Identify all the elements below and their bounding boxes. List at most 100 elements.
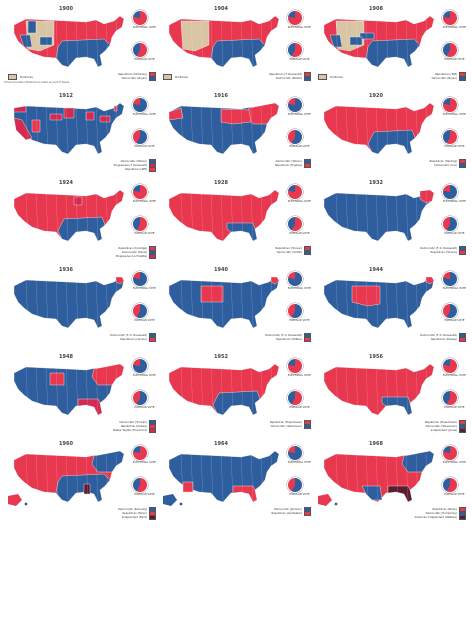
popular-vote-pie <box>287 129 303 145</box>
state-border <box>115 366 119 414</box>
state-border <box>375 366 379 414</box>
state-border <box>335 18 339 66</box>
election-map-1928: 1928 ELECTORAL VOTE POPULAR VOTE Republican… <box>159 178 313 264</box>
popular-vote-label: POPULAR VOTE <box>134 145 155 148</box>
electoral-vote-label: ELECTORAL VOTE <box>443 461 466 464</box>
electoral-vote-label: ELECTORAL VOTE <box>443 26 466 29</box>
territory-swatch <box>8 74 17 80</box>
legend: Democratic (F. D. Roosevelt) Republican (… <box>384 332 466 342</box>
electoral-vote-pie <box>132 358 148 374</box>
state-border <box>105 18 109 66</box>
legend-label: Democratic (F. D. Roosevelt) <box>420 333 457 337</box>
state-border <box>65 192 69 240</box>
electoral-vote-pie <box>132 271 148 287</box>
legend-entry: Republican (Willkie) <box>229 336 311 342</box>
popular-vote-label: POPULAR VOTE <box>134 319 155 322</box>
state-border <box>65 366 69 414</box>
legend-label: Democratic (Cox) <box>434 163 457 167</box>
state-border <box>35 18 39 66</box>
state-border <box>395 192 399 240</box>
popular-vote-pie <box>442 303 458 319</box>
third-party-region-california <box>13 117 33 141</box>
legend-label: Republican (Hoover) <box>275 246 303 250</box>
state-border <box>210 105 214 153</box>
democratic-region-deepsouth2 <box>226 222 258 242</box>
popular-vote-label: POPULAR VOTE <box>444 319 465 322</box>
state-border <box>375 105 379 153</box>
electoral-vote-label: ELECTORAL VOTE <box>133 461 156 464</box>
state-border <box>210 192 214 240</box>
state-border <box>335 192 339 240</box>
legend-entry: States' Rights (Thurmond) <box>74 427 156 433</box>
republican-region-deepsouth3 <box>232 485 258 503</box>
state-border <box>200 366 204 414</box>
legend-swatch <box>459 249 466 255</box>
state-border <box>385 453 389 501</box>
popular-vote-pie <box>132 42 148 58</box>
republican-region-plains2 <box>351 285 381 307</box>
base-states <box>323 189 435 242</box>
popular-vote-label: POPULAR VOTE <box>444 232 465 235</box>
legend-swatch <box>149 75 156 81</box>
state-border <box>25 192 29 240</box>
legend-entry: Democratic (Cox) <box>384 162 466 168</box>
election-map-1904: 1904 ELECTORAL VOTE POPULAR VOTE Republican… <box>159 4 313 90</box>
state-border <box>250 192 254 240</box>
electoral-vote-pie <box>132 445 148 461</box>
state-border <box>45 279 49 327</box>
state-border <box>230 18 234 66</box>
legend-label: Republican (T. Roosevelt) <box>269 72 302 76</box>
state-border <box>425 453 429 501</box>
legend-label: Democratic (Smith) <box>276 250 302 254</box>
state-border <box>405 192 409 240</box>
electoral-vote-pie <box>442 97 458 113</box>
state-border <box>95 453 99 501</box>
election-year: 1916 <box>214 93 228 99</box>
popular-vote-pie <box>442 477 458 493</box>
state-border <box>230 279 234 327</box>
legend-label: Republican (Dewey) <box>430 337 457 341</box>
legend: Democratic (F. D. Roosevelt) Republican (… <box>384 245 466 255</box>
democratic-region-nevada <box>19 34 33 48</box>
state-border <box>345 453 349 501</box>
legend-entry: Republican (Dewey) <box>384 336 466 342</box>
us-state-map <box>323 276 435 329</box>
legend-label: Republican (Hoover) <box>430 250 458 254</box>
state-border <box>415 279 419 327</box>
legend-entry: Independent (Jones) <box>384 427 466 433</box>
state-border <box>240 366 244 414</box>
state-border <box>425 105 429 153</box>
state-border <box>365 18 369 66</box>
electoral-vote-pie <box>287 10 303 26</box>
third-party-region-pennsylvania <box>99 115 111 123</box>
popular-vote-pie <box>132 303 148 319</box>
state-border <box>45 453 49 501</box>
republican-region-maine <box>425 276 435 285</box>
legend: Democratic (Kennedy) Republican (Nixon) In… <box>74 506 156 520</box>
legend-label: Democratic (Wilson) <box>120 159 147 163</box>
election-year: 1968 <box>369 441 383 447</box>
state-border <box>345 366 349 414</box>
popular-vote-pie <box>132 390 148 406</box>
state-border <box>405 279 409 327</box>
electoral-vote-label: ELECTORAL VOTE <box>288 287 311 290</box>
us-state-map <box>13 102 125 155</box>
state-border <box>200 453 204 501</box>
base-states <box>168 450 280 503</box>
democratic-region-south <box>365 38 421 68</box>
popular-vote-pie <box>132 477 148 493</box>
popular-vote-label: POPULAR VOTE <box>289 232 310 235</box>
state-border <box>345 18 349 66</box>
electoral-vote-label: ELECTORAL VOTE <box>133 287 156 290</box>
us-state-map <box>168 15 280 68</box>
state-border <box>220 366 224 414</box>
hawaii-inset <box>334 502 338 506</box>
legend: Republican (Coolidge) Democratic (Davis) P… <box>74 245 156 259</box>
state-border <box>415 192 419 240</box>
us-state-map <box>323 189 435 242</box>
legend-label: Democratic (Kennedy) <box>117 507 147 511</box>
base-states <box>13 276 125 329</box>
legend-label: Democratic (Truman) <box>119 420 147 424</box>
state-border <box>105 366 109 414</box>
republican-region-maine <box>270 276 280 285</box>
